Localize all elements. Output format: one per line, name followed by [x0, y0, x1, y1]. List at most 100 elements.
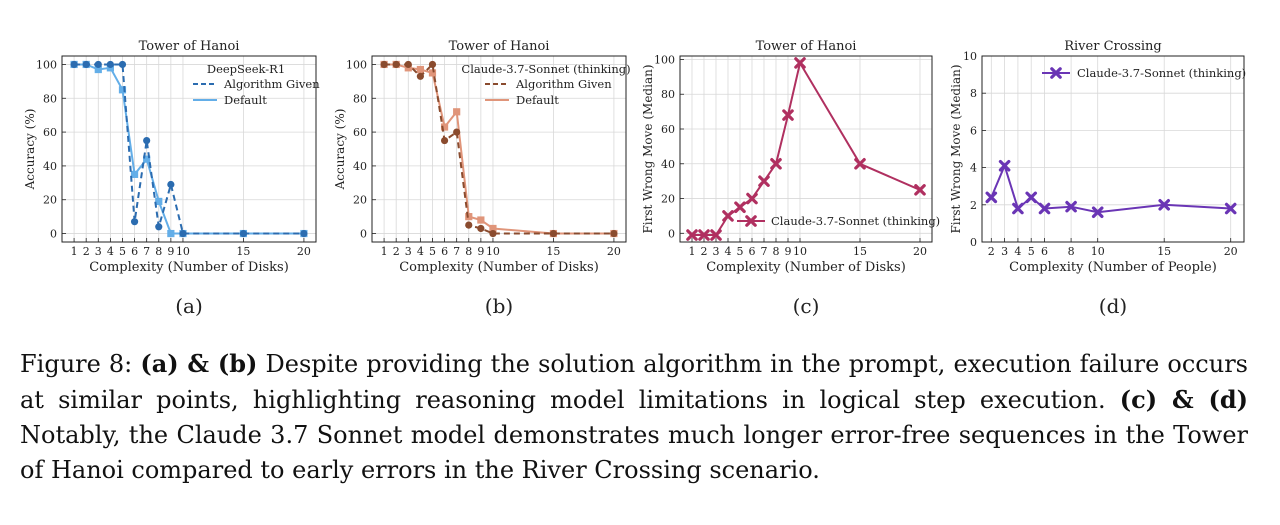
legend: Claude-3.7-Sonnet (thinking) — [737, 214, 940, 228]
data-point — [130, 170, 139, 178]
data-point — [380, 60, 388, 69]
data-point — [1025, 191, 1038, 204]
series-algorithm-given — [380, 60, 618, 238]
data-point — [167, 180, 175, 189]
legend-title: DeepSeek-R1 — [207, 62, 285, 76]
data-point — [782, 109, 794, 121]
x-tick-label: 5 — [737, 245, 744, 258]
x-tick-label: 15 — [853, 245, 867, 258]
y-tick-label: 100 — [36, 58, 57, 71]
data-point — [94, 65, 102, 74]
x-tick-label: 5 — [429, 245, 436, 258]
y-tick-label: 20 — [661, 193, 675, 206]
legend-label: Default — [516, 93, 559, 107]
plot-frame — [981, 55, 1245, 243]
x-tick-label: 1 — [71, 245, 78, 258]
data-point — [1224, 202, 1237, 215]
series-claude-3-7-sonnet-thinking — [985, 159, 1237, 219]
legend-label: Algorithm Given — [515, 77, 612, 91]
x-tick-label: 6 — [131, 245, 138, 258]
x-tick-label: 6 — [1041, 245, 1048, 258]
x-tick-label: 3 — [95, 245, 102, 258]
data-point — [1012, 202, 1024, 215]
data-point — [686, 229, 698, 241]
data-point — [1158, 199, 1170, 211]
x-tick-label: 7 — [761, 245, 768, 258]
panel-letter: (b) — [485, 294, 513, 318]
data-point — [143, 155, 151, 163]
data-point — [453, 108, 461, 116]
data-point — [179, 229, 187, 238]
x-tick-label: 3 — [713, 245, 720, 258]
data-point — [143, 136, 151, 145]
y-tick-label: 60 — [353, 126, 367, 139]
legend-label: Algorithm Given — [223, 77, 320, 91]
data-point — [758, 175, 770, 187]
data-point — [698, 229, 710, 241]
data-point — [1050, 67, 1062, 79]
chart-panel-3: 1 2 3 4 5 6 7 8 9 10 15 20 0 20 40 60 80 100 Tower of Hano… — [641, 39, 940, 318]
x-tick-label: 10 — [793, 245, 807, 258]
x-axis-label: Complexity (Number of People) — [1009, 260, 1217, 275]
x-tick-label: 10 — [1091, 245, 1105, 258]
chart-title: Tower of Hanoi — [139, 39, 240, 54]
panel-letter: (c) — [793, 294, 820, 318]
x-tick-label: 4 — [1014, 245, 1021, 258]
y-axis-label: Accuracy (%) — [23, 109, 37, 191]
x-tick-label: 8 — [1068, 245, 1075, 258]
x-tick-label: 6 — [441, 245, 448, 258]
y-tick-label: 0 — [970, 236, 977, 249]
data-point — [440, 123, 449, 131]
chart-title: River Crossing — [1064, 39, 1162, 54]
data-point — [477, 224, 485, 233]
x-tick-label: 20 — [1224, 245, 1238, 258]
data-point — [1065, 200, 1077, 213]
x-tick-label: 20 — [607, 245, 621, 258]
y-tick-label: 80 — [353, 92, 367, 105]
legend-label: Default — [224, 93, 267, 107]
x-tick-label: 10 — [176, 245, 190, 258]
data-point — [155, 223, 163, 231]
x-tick-label: 9 — [785, 245, 792, 258]
y-tick-label: 100 — [654, 53, 675, 66]
data-point — [770, 157, 782, 170]
chart-title: Tower of Hanoi — [756, 39, 857, 54]
data-point — [118, 60, 127, 69]
series-algorithm-given — [70, 60, 308, 238]
data-point — [155, 197, 163, 206]
y-tick-label: 40 — [353, 160, 367, 173]
x-tick-label: 2 — [393, 245, 400, 258]
data-point — [428, 60, 437, 69]
data-point — [167, 229, 175, 238]
legend: Claude-3.7-Sonnet (thinking) — [1042, 66, 1246, 80]
data-point — [404, 60, 412, 69]
data-point — [489, 229, 497, 238]
plot-frame — [679, 55, 933, 243]
y-tick-label: 40 — [43, 160, 57, 173]
data-point — [794, 57, 806, 69]
y-tick-label: 8 — [970, 87, 977, 100]
x-tick-label: 7 — [453, 245, 460, 258]
chart-panel-2: 1 2 3 4 5 6 7 8 9 10 15 20 0 20 40 60 80 100 Tower of Hano… — [333, 39, 631, 318]
y-tick-label: 40 — [661, 158, 675, 171]
data-point — [610, 229, 618, 238]
series-line — [990, 162, 1231, 214]
x-axis-label: Complexity (Number of Disks) — [399, 260, 599, 275]
data-point — [239, 229, 248, 238]
y-tick-label: 0 — [360, 228, 367, 241]
caption-text-2: Notably, the Claude 3.7 Sonnet model dem… — [20, 421, 1248, 484]
data-point — [734, 201, 746, 214]
data-point — [300, 229, 308, 238]
x-tick-label: 7 — [143, 245, 150, 258]
y-axis-label: First Wrong Move (Median) — [949, 64, 963, 233]
y-tick-label: 2 — [970, 199, 977, 212]
data-point — [914, 184, 926, 196]
data-point — [106, 60, 114, 69]
figure-caption: Figure 8: (a) & (b) Despite providing th… — [20, 346, 1248, 488]
chart-title: Tower of Hanoi — [449, 39, 550, 54]
x-tick-label: 1 — [689, 245, 696, 258]
legend: Claude-3.7-Sonnet (thinking)Algorithm Gi… — [461, 62, 630, 107]
